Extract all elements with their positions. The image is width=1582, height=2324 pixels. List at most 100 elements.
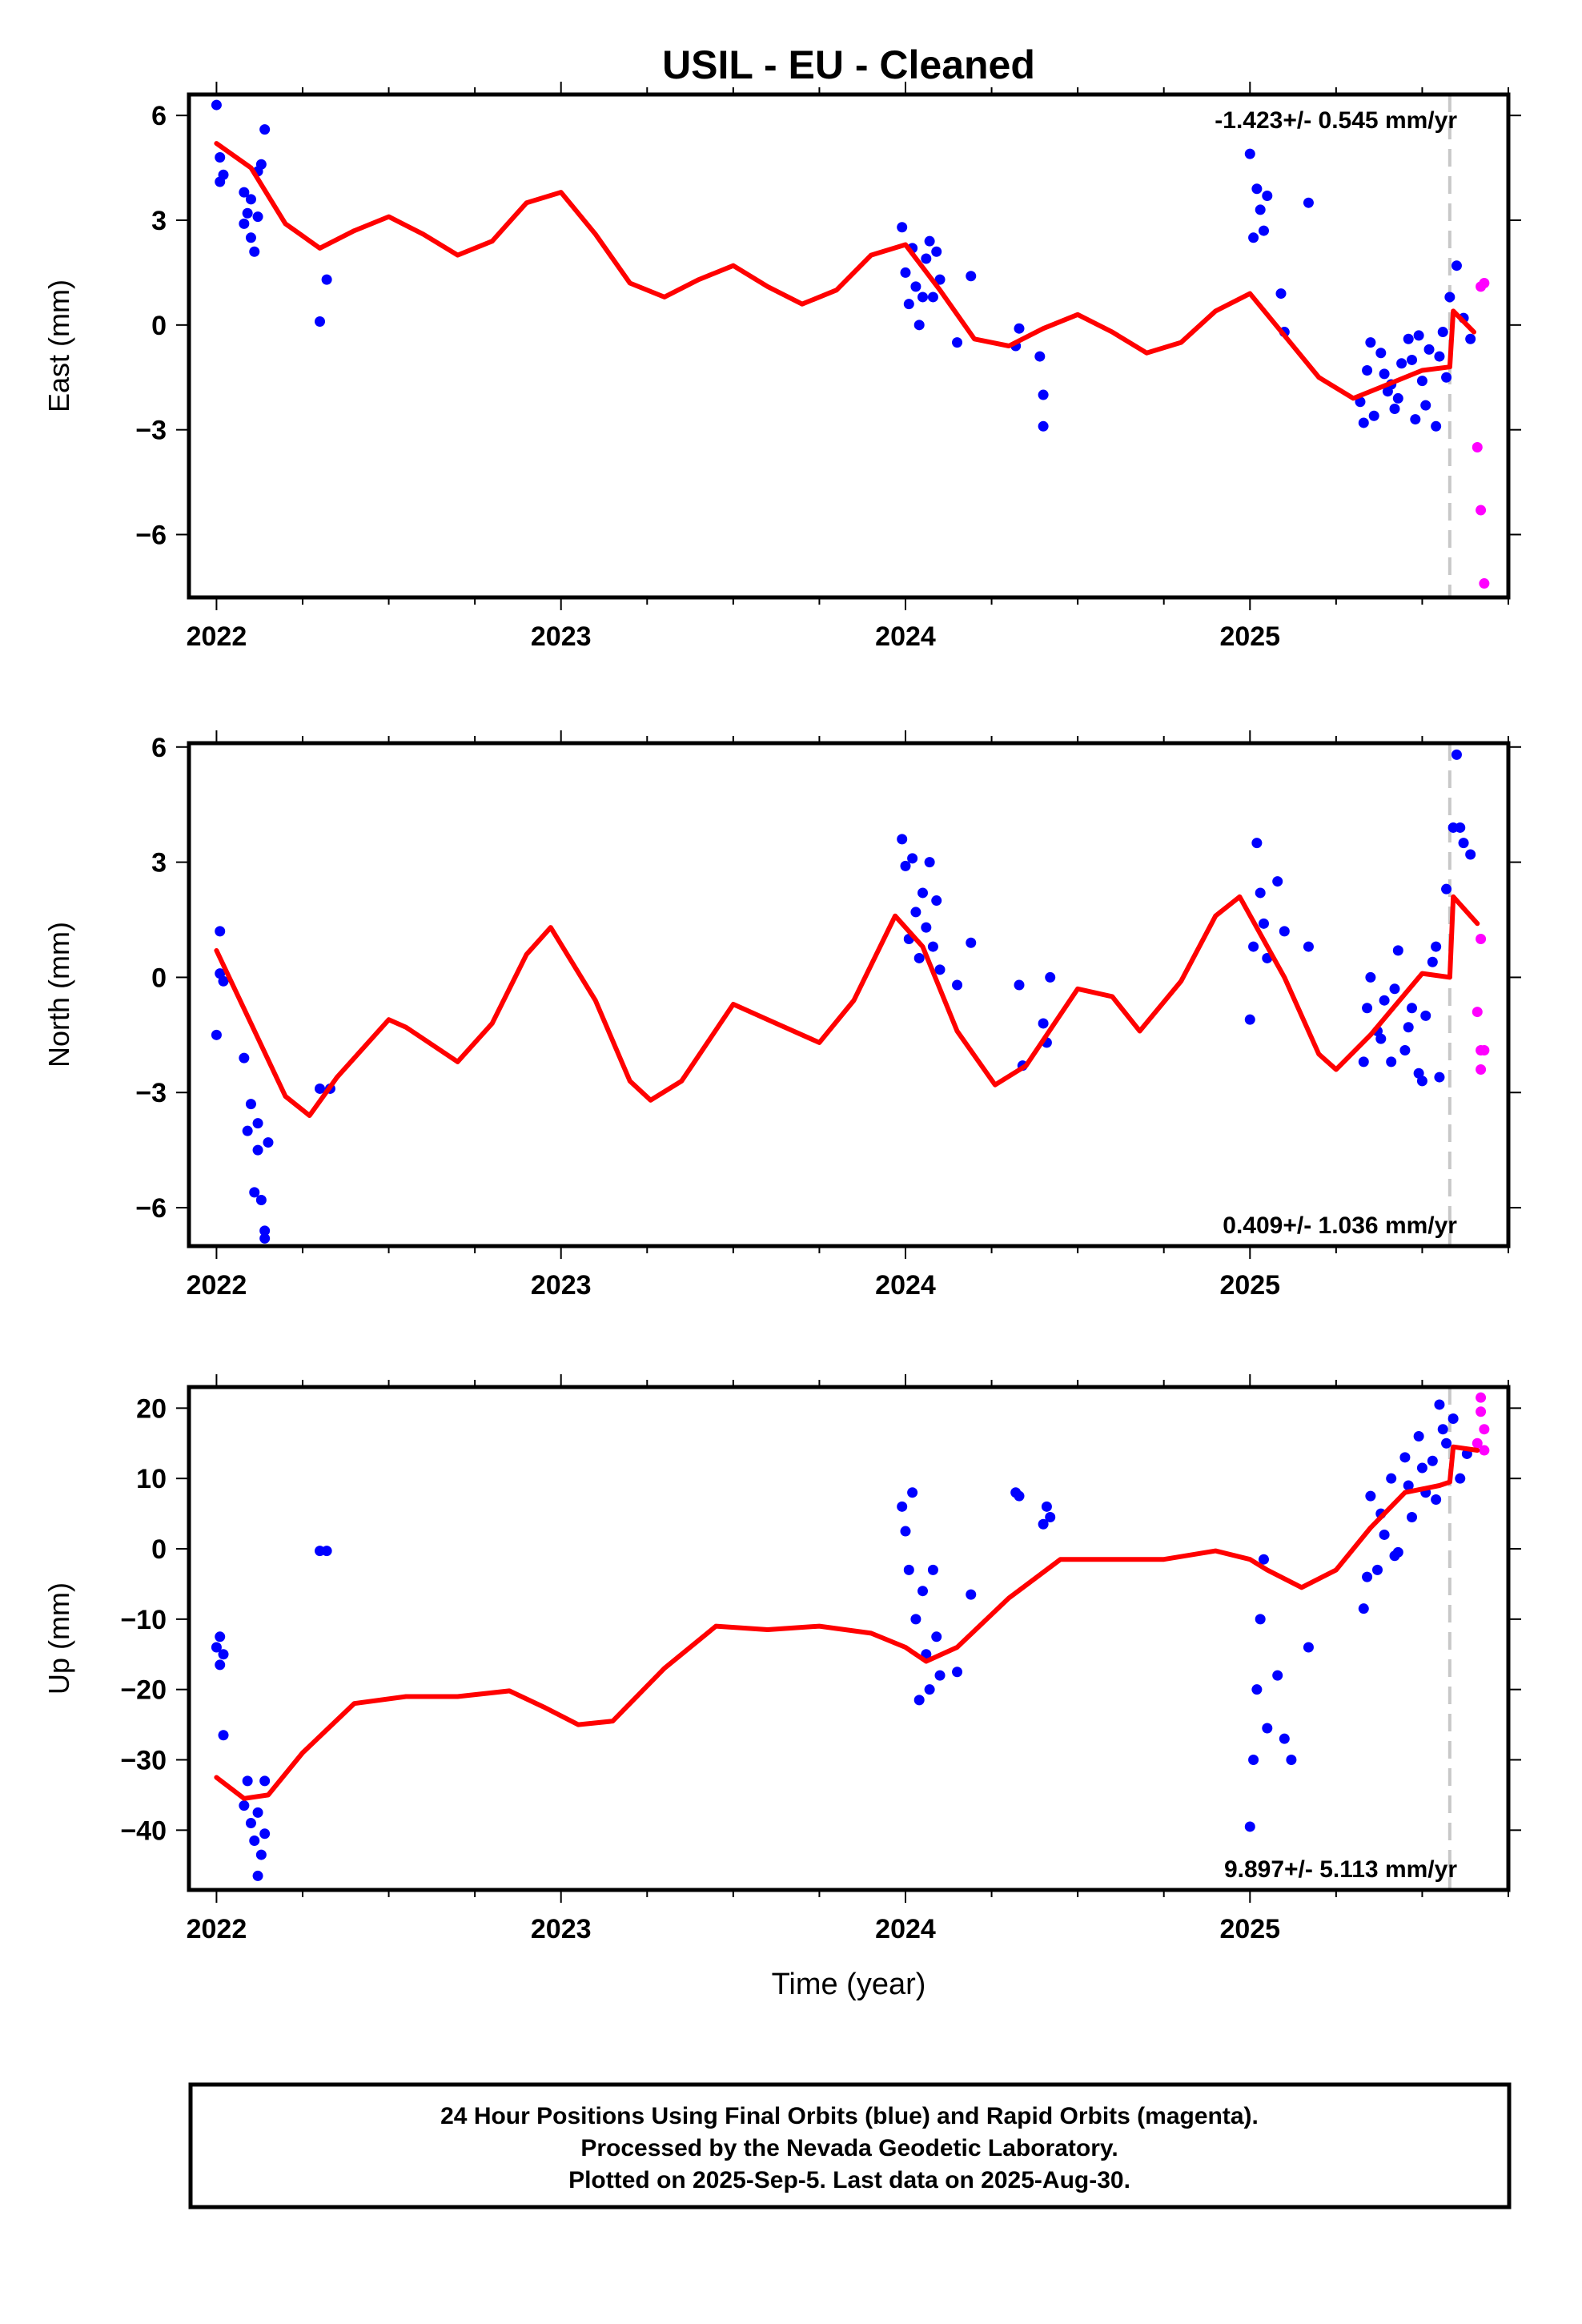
final-orbit-point [252,1144,263,1156]
final-orbit-point [211,99,222,111]
final-orbit-point [1441,883,1452,895]
final-orbit-point [218,975,229,987]
final-orbit-point [1258,1554,1269,1565]
rapid-orbit-point [1472,1007,1483,1018]
final-orbit-point [245,232,256,243]
y-axis-title: East (mm) [42,279,75,412]
final-orbit-point [255,159,267,170]
final-orbit-point [218,169,229,180]
final-orbit-point [1038,389,1049,400]
final-orbit-point [1286,1755,1297,1766]
rapid-orbit-point [1476,1406,1487,1417]
final-orbit-point [900,860,911,871]
x-tick-label: 2025 [1219,1270,1280,1301]
y-tick-label: 3 [151,206,167,236]
rapid-orbit-point [1472,441,1483,452]
final-orbit-point [211,1029,222,1040]
final-orbit-point [239,1052,250,1063]
final-orbit-point [1392,392,1403,404]
final-orbit-point [1258,918,1269,929]
y-tick-label: −6 [135,1193,167,1224]
y-tick-label: 6 [151,733,167,763]
final-orbit-point [1248,941,1259,952]
final-orbit-point [934,1670,946,1681]
rapid-orbit-point [1476,1392,1487,1403]
footer-line-1: 24 Hour Positions Using Final Orbits (bl… [440,2103,1259,2129]
final-orbit-point [1255,204,1266,215]
final-orbit-point [1455,1473,1466,1484]
final-orbit-point [1251,1684,1263,1695]
final-orbit-point [263,1137,274,1148]
rapid-orbit-point [1479,1424,1490,1435]
final-orbit-point [1410,414,1421,425]
final-orbit-point [1441,1437,1452,1449]
final-orbit-point [907,853,918,864]
final-orbit-point [1045,1511,1056,1522]
final-orbit-point [952,337,963,348]
rapid-orbit-point [1476,933,1487,944]
final-orbit-point [1413,330,1424,341]
final-orbit-point [931,246,942,257]
final-orbit-point [927,292,938,303]
final-orbit-point [921,253,932,264]
final-orbit-point [259,1225,271,1236]
final-orbit-point [249,1835,260,1847]
final-orbit-point [1437,1424,1448,1435]
final-orbit-point [1251,183,1263,195]
velocity-rate-label: 0.409+/- 1.036 mm/yr [1223,1212,1457,1239]
final-orbit-point [1379,368,1390,380]
final-orbit-point [1431,1494,1442,1506]
footer-line-2: Processed by the Nevada Geodetic Laborat… [580,2135,1118,2161]
rapid-orbit-point [1472,1437,1483,1449]
final-orbit-point [1458,838,1469,849]
model-fit-line [214,1444,1480,1801]
final-orbit-point [1365,1490,1376,1502]
final-orbit-point [1413,1430,1424,1441]
final-orbit-point [1465,849,1476,860]
final-orbit-point [1420,1010,1431,1021]
plot-frame [187,92,1511,600]
final-orbit-point [924,235,935,247]
final-orbit-point [1416,1462,1427,1474]
final-orbit-point [934,964,946,975]
final-orbit-point [1386,1056,1397,1068]
final-orbit-point [1355,396,1366,408]
final-orbit-point [259,1232,271,1244]
final-orbit-point [1303,1642,1314,1653]
final-orbit-point [1389,404,1400,414]
final-orbit-point [1420,400,1431,411]
final-orbit-point [1392,945,1403,956]
x-tick-label: 2022 [187,1270,247,1301]
y-tick-label: 3 [151,848,167,879]
y-tick-label: −10 [120,1605,167,1635]
final-orbit-point [1362,365,1373,376]
final-orbit-point [1444,292,1456,303]
final-orbit-point [1365,971,1376,983]
final-orbit-point [1255,887,1266,899]
final-orbit-point [1362,1571,1373,1582]
final-orbit-point [215,152,226,163]
final-orbit-point [211,1642,222,1653]
final-orbit-point [910,1614,921,1625]
final-orbit-point [931,895,942,907]
final-orbit-point [255,1194,267,1205]
north-panel: 2022 2023 2024 2025 6 3 0 −3 −6 North (mm) 0.409+/… [42,730,1521,1301]
rapid-orbit-point [1476,1063,1487,1075]
final-orbit-point [215,926,226,937]
final-orbit-point [215,1659,226,1671]
final-orbit-point [245,194,256,205]
y-axis-title: North (mm) [42,922,75,1068]
final-orbit-point [1431,420,1442,432]
final-orbit-point [1365,337,1376,348]
final-orbit-point [1416,1076,1427,1087]
final-orbit-point [218,1649,229,1660]
final-orbit-point [1362,1003,1373,1014]
final-orbit-point [927,1564,938,1575]
y-tick-label: −40 [120,1815,167,1846]
final-orbit-point [1437,327,1448,338]
final-orbit-point [900,267,911,278]
final-orbit-point [917,1586,929,1597]
final-orbit-point [1255,1614,1266,1625]
y-axis-title: Up (mm) [42,1582,75,1695]
